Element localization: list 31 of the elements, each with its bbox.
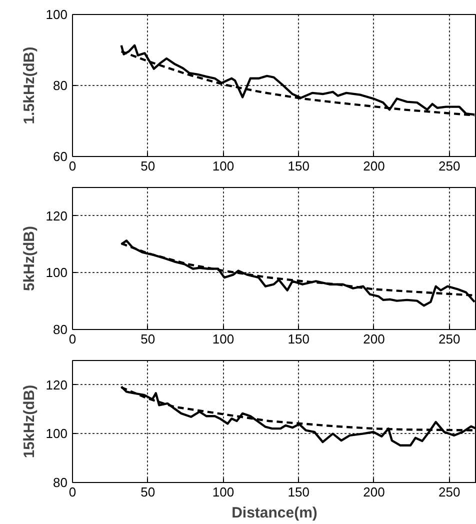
x-tick-label: 250 [438, 158, 460, 174]
y-tick-label: 80 [53, 78, 68, 93]
x-tick-label: 100 [212, 484, 234, 500]
y-tick-label: 100 [46, 7, 68, 22]
y-axis-title: 1.5kHz(dB) [20, 46, 38, 124]
x-axis-title: Distance(m) [232, 504, 318, 522]
y-tick-label: 100 [46, 426, 68, 442]
x-tick-label: 0 [68, 158, 76, 174]
x-tick-label: 200 [363, 332, 385, 346]
x-tick-label: 200 [363, 158, 385, 174]
x-tick-label: 100 [212, 158, 234, 174]
x-tick-label: 50 [140, 158, 156, 174]
y-tick-label: 80 [53, 322, 68, 337]
x-tick-label: 150 [288, 158, 310, 174]
y-tick-label: 80 [53, 475, 68, 490]
y-tick-label: 120 [46, 208, 68, 224]
x-tick-label: 250 [438, 332, 460, 346]
x-tick-label: 50 [140, 332, 156, 346]
y-axis-title: 15kHz(dB) [20, 384, 38, 458]
x-tick-label: 0 [68, 332, 76, 346]
x-tick-label: 100 [212, 332, 234, 346]
x-tick-label: 50 [140, 484, 156, 500]
x-tick-label: 150 [288, 484, 310, 500]
x-tick-label: 0 [68, 484, 76, 500]
y-tick-label: 120 [46, 377, 68, 392]
x-tick-label: 250 [438, 484, 460, 500]
x-tick-label: 150 [288, 332, 310, 346]
y-axis-title: 5kHz(dB) [20, 226, 38, 291]
x-tick-label: 200 [363, 484, 385, 500]
y-tick-label: 100 [46, 265, 68, 280]
y-tick-label: 60 [53, 149, 68, 164]
